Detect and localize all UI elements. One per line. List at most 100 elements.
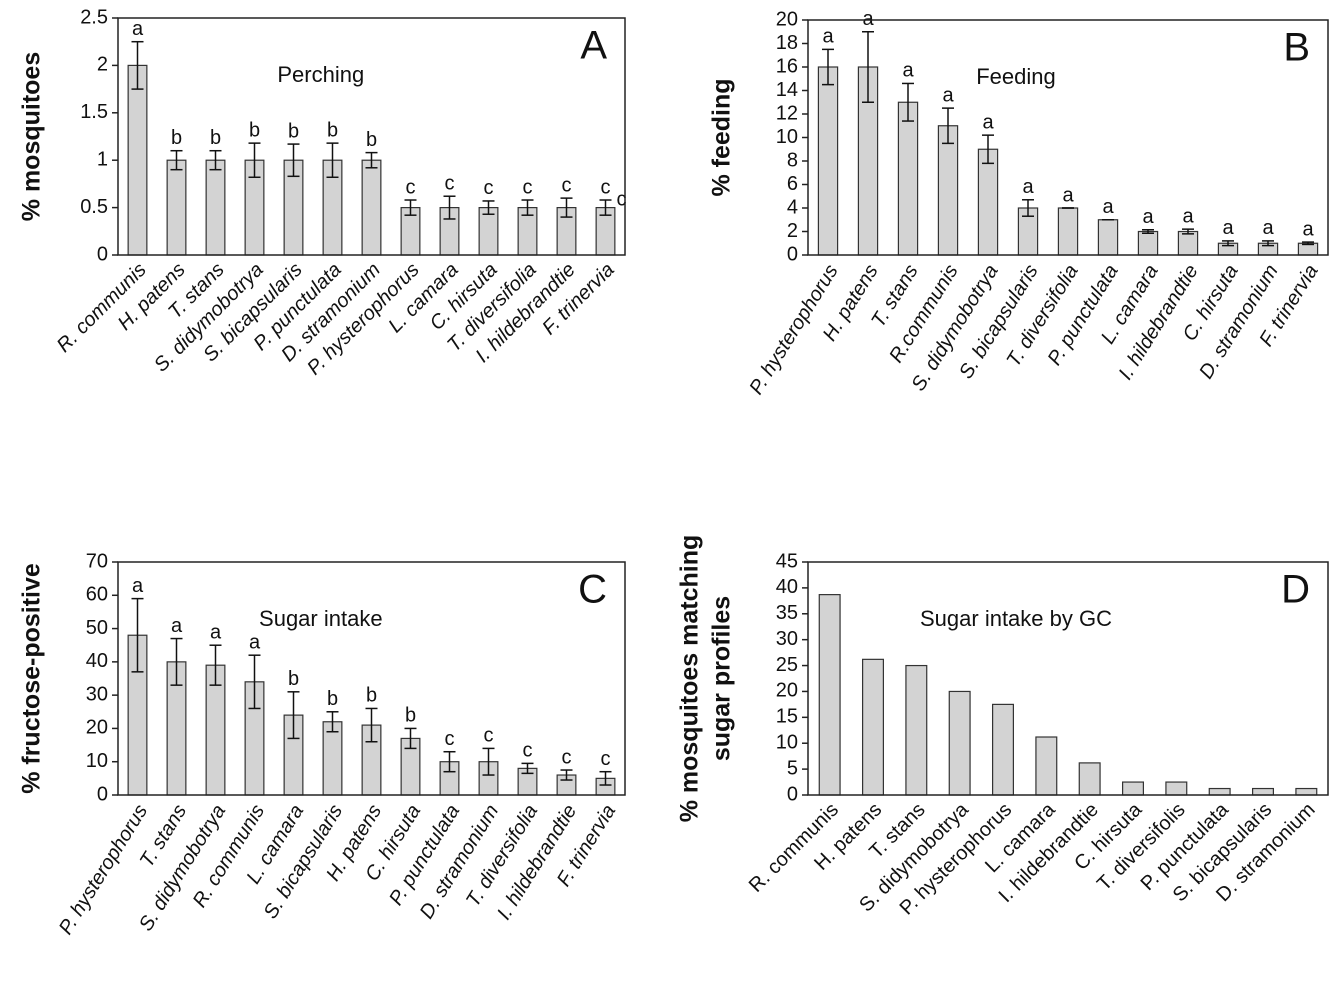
bar (991, 703, 1014, 796)
significance-letter: c (484, 177, 494, 199)
error-bar (131, 40, 144, 90)
error-bar (248, 142, 261, 179)
significance-letter: a (1222, 217, 1234, 239)
significance-letter: a (132, 18, 144, 40)
error-bar (560, 197, 573, 218)
y-tick-label: 15 (776, 706, 798, 728)
error-bar (902, 82, 914, 122)
y-tick-label: 10 (776, 732, 798, 754)
error-bar (365, 707, 378, 743)
bar (1121, 781, 1144, 796)
error-bar (1182, 228, 1194, 235)
bar (937, 125, 959, 256)
bar (1097, 219, 1119, 256)
error-bar (443, 195, 456, 220)
y-tick-label: 6 (787, 173, 798, 195)
significance-letter: a (1102, 196, 1114, 218)
y-tick-label: 4 (787, 196, 798, 218)
y-axis-label: % fructose-positive (18, 563, 46, 794)
y-tick-label: 12 (776, 102, 798, 124)
y-tick-label: 0 (787, 243, 798, 265)
y-tick-label: 2.5 (80, 6, 108, 28)
y-tick-label: 0 (787, 783, 798, 805)
significance-letter: a (249, 631, 261, 653)
y-tick-label: 20 (86, 717, 108, 739)
significance-letter: c (445, 728, 455, 750)
bar (905, 664, 928, 796)
y-tick-label: 2 (787, 220, 798, 242)
bar (127, 64, 148, 256)
significance-letter: b (171, 127, 182, 149)
bar (977, 148, 999, 256)
error-bar (862, 31, 874, 103)
error-bar (982, 134, 994, 165)
bar (205, 159, 226, 256)
plot-frame (117, 17, 626, 256)
significance-letter: a (1062, 184, 1074, 206)
y-tick-label: 25 (776, 654, 798, 676)
error-bar (560, 769, 573, 781)
bar (322, 721, 343, 796)
plot-frame (117, 561, 626, 796)
bar (1078, 762, 1101, 796)
significance-letter: a (1142, 206, 1154, 228)
y-tick-label: 5 (787, 757, 798, 779)
significance-letter: a (822, 26, 834, 48)
panel-label: C (578, 568, 607, 612)
error-bar (521, 199, 534, 216)
y-tick-label: 0.5 (80, 196, 108, 218)
significance-letter: c (484, 725, 494, 747)
significance-letter: b (249, 119, 260, 141)
y-tick-label: 40 (776, 576, 798, 598)
bar (817, 66, 839, 256)
bar (818, 594, 841, 796)
error-bar (822, 48, 834, 86)
error-bar (443, 750, 456, 773)
y-tick-label: 1.5 (80, 101, 108, 123)
y-tick-label: 40 (86, 650, 108, 672)
significance-letter: a (1262, 217, 1274, 239)
bar (1295, 787, 1318, 796)
panel-label: B (1283, 26, 1310, 70)
error-bar (1022, 199, 1034, 217)
y-tick-label: 18 (776, 32, 798, 54)
significance-letter: b (405, 705, 416, 727)
significance-letter: a (862, 8, 874, 30)
y-tick-label: 20 (776, 680, 798, 702)
error-bar (170, 637, 183, 686)
y-tick-label: 0 (97, 783, 108, 805)
error-bar (1142, 228, 1154, 235)
error-bar (599, 770, 612, 786)
significance-letter: a (982, 111, 994, 133)
bar (897, 101, 919, 256)
y-tick-label: 0 (97, 243, 108, 265)
error-bar (326, 711, 339, 733)
error-bar (521, 762, 534, 775)
significance-letter: c (601, 176, 611, 198)
y-axis-label: % mosquitoes (18, 52, 46, 221)
bar (1035, 736, 1058, 796)
chart-title: Feeding (976, 64, 1056, 89)
error-bar (1262, 240, 1274, 247)
significance-letter: c (445, 173, 455, 195)
significance-letter: c (406, 176, 416, 198)
y-tick-label: 20 (776, 8, 798, 30)
y-tick-label: 8 (787, 149, 798, 171)
y-tick-label: 1 (97, 148, 108, 170)
significance-letter: c (601, 748, 611, 770)
chart-title: Sugar intake (259, 606, 383, 631)
significance-letter: a (210, 621, 222, 643)
bar (361, 159, 382, 256)
error-bar (482, 200, 495, 215)
error-bar (287, 143, 300, 178)
significance-letter: b (288, 120, 299, 142)
error-bar (326, 142, 339, 179)
significance-letter: a (902, 60, 914, 82)
y-tick-label: 35 (776, 602, 798, 624)
error-bar (1222, 240, 1234, 247)
significance-letter: b (210, 127, 221, 149)
y-axis-label: % feeding (708, 78, 736, 196)
significance-letter: c (562, 174, 572, 196)
bar (1057, 207, 1079, 256)
